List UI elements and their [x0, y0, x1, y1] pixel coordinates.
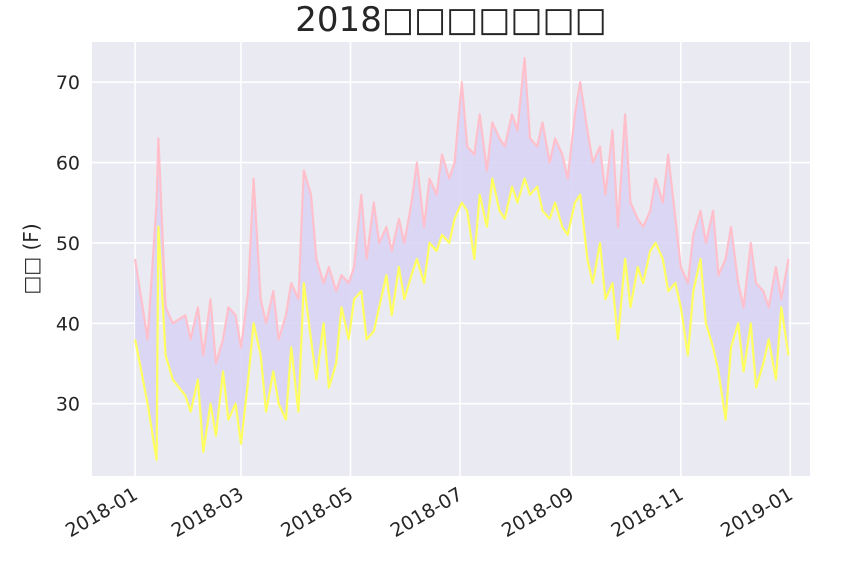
x-tick-label: 2018-09: [498, 483, 578, 542]
y-axis-label: □□ (F): [19, 223, 43, 294]
data-layer: [134, 57, 790, 461]
high-temperature-line: [134, 57, 790, 365]
x-tick-label: 2018-11: [608, 483, 688, 542]
y-tick-label: 30: [56, 394, 80, 416]
low-temperature-line: [134, 177, 790, 461]
x-tick-label: 2018-07: [387, 483, 467, 542]
y-tick-label: 40: [56, 313, 80, 335]
x-tick-label: 2018-01: [62, 483, 142, 542]
y-tick-label: 50: [56, 233, 80, 255]
x-tick-label: 2019-01: [717, 483, 797, 542]
y-tick-label: 70: [56, 72, 80, 94]
y-tick-label: 60: [56, 153, 80, 175]
chart-title: 2018□□□□□□□: [295, 0, 607, 40]
x-tick-label: 2018-03: [168, 483, 248, 542]
x-tick-label: 2018-05: [277, 483, 357, 542]
temperature-range-fill: [135, 58, 789, 460]
